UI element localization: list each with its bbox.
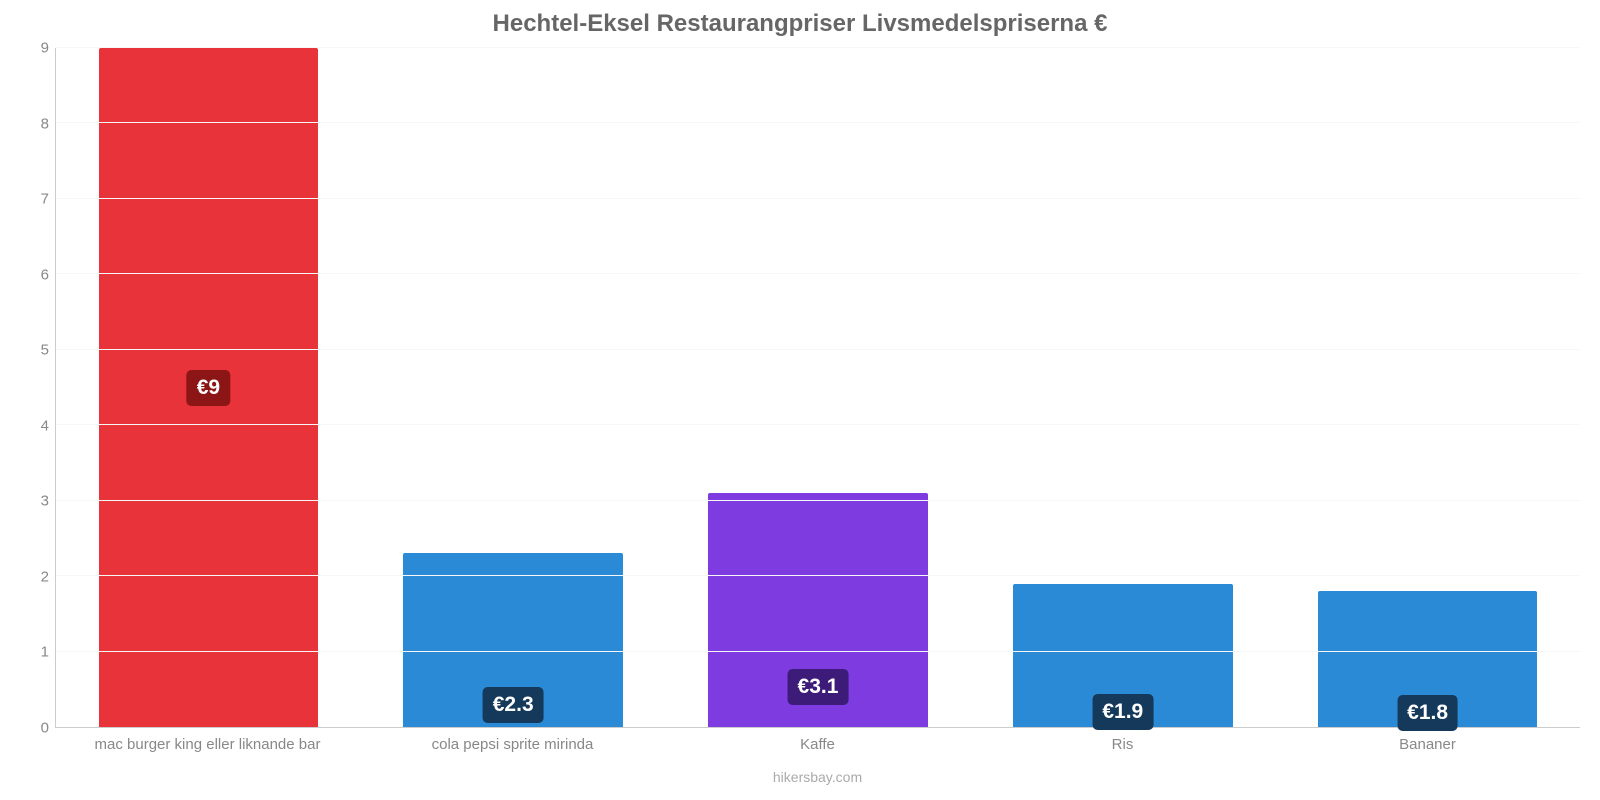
y-tick-label: 2 <box>41 568 49 585</box>
bar-slot: €1.8 <box>1275 48 1580 727</box>
bar: €3.1 <box>708 493 927 727</box>
y-axis: 0123456789 <box>20 48 55 728</box>
x-axis-label: cola pepsi sprite mirinda <box>360 736 665 753</box>
gridline <box>56 122 1580 123</box>
x-axis-label: Ris <box>970 736 1275 753</box>
y-tick-label: 7 <box>41 191 49 208</box>
x-axis-label: mac burger king eller liknande bar <box>55 736 360 753</box>
gridline <box>56 575 1580 576</box>
bar: €9 <box>99 48 318 727</box>
value-badge: €9 <box>187 370 230 406</box>
y-tick-label: 9 <box>41 40 49 57</box>
x-axis-label: Bananer <box>1275 736 1580 753</box>
y-tick-label: 0 <box>41 720 49 737</box>
y-tick-label: 1 <box>41 644 49 661</box>
gridline <box>56 198 1580 199</box>
y-tick-label: 4 <box>41 417 49 434</box>
value-badge: €1.8 <box>1397 695 1458 731</box>
bar-slot: €9 <box>56 48 361 727</box>
y-tick-label: 8 <box>41 115 49 132</box>
bar-slot: €2.3 <box>361 48 666 727</box>
gridline <box>56 500 1580 501</box>
value-badge: €2.3 <box>483 687 544 723</box>
bar-slot: €3.1 <box>666 48 971 727</box>
bar: €2.3 <box>403 553 622 727</box>
bars-row: €9 €2.3 €3.1 €1.9 €1.8 <box>56 48 1580 727</box>
y-tick-label: 6 <box>41 266 49 283</box>
gridline <box>56 349 1580 350</box>
chart-credit: hikersbay.com <box>55 769 1580 785</box>
gridline <box>56 424 1580 425</box>
gridline <box>56 47 1580 48</box>
y-tick-label: 3 <box>41 493 49 510</box>
chart-title: Hechtel-Eksel Restaurangpriser Livsmedel… <box>20 10 1580 38</box>
bar: €1.8 <box>1318 591 1537 727</box>
x-axis-label: Kaffe <box>665 736 970 753</box>
plot-area: €9 €2.3 €3.1 €1.9 €1.8 <box>55 48 1580 728</box>
y-tick-label: 5 <box>41 342 49 359</box>
x-axis: mac burger king eller liknande barcola p… <box>55 736 1580 753</box>
price-bar-chart: Hechtel-Eksel Restaurangpriser Livsmedel… <box>0 0 1600 800</box>
bar: €1.9 <box>1013 584 1232 727</box>
gridline <box>56 273 1580 274</box>
value-badge: €3.1 <box>788 669 849 705</box>
gridline <box>56 651 1580 652</box>
plot-wrapper: 0123456789 €9€2.3€3.1€1.9€1.8 <box>20 48 1580 728</box>
value-badge: €1.9 <box>1092 694 1153 730</box>
bar-slot: €1.9 <box>970 48 1275 727</box>
